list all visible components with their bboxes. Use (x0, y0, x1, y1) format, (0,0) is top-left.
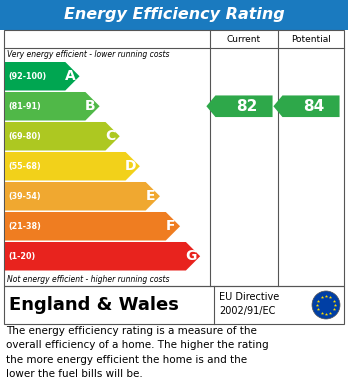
Bar (4, 30, 344, 286)
Text: Very energy efficient - lower running costs: Very energy efficient - lower running co… (7, 50, 169, 59)
Text: A: A (65, 69, 76, 83)
Text: (55-68): (55-68) (8, 162, 41, 171)
Text: (69-80): (69-80) (8, 132, 41, 141)
Polygon shape (5, 92, 100, 120)
Circle shape (312, 291, 340, 319)
Polygon shape (274, 95, 340, 117)
Text: Potential: Potential (291, 34, 331, 43)
Text: (21-38): (21-38) (8, 222, 41, 231)
Polygon shape (5, 242, 200, 271)
Text: 82: 82 (236, 99, 258, 114)
Text: 84: 84 (303, 99, 324, 114)
Text: (1-20): (1-20) (8, 252, 35, 261)
Bar (4, 286, 344, 324)
Polygon shape (5, 152, 140, 181)
Polygon shape (5, 122, 120, 151)
Text: (39-54): (39-54) (8, 192, 41, 201)
Text: (92-100): (92-100) (8, 72, 46, 81)
Text: D: D (125, 159, 136, 173)
Text: Current: Current (227, 34, 261, 43)
Text: (81-91): (81-91) (8, 102, 41, 111)
Text: Not energy efficient - higher running costs: Not energy efficient - higher running co… (7, 275, 169, 284)
Text: G: G (185, 249, 197, 263)
Text: B: B (85, 99, 96, 113)
Polygon shape (5, 212, 180, 240)
Text: England & Wales: England & Wales (9, 296, 179, 314)
Polygon shape (5, 62, 80, 90)
Text: Energy Efficiency Rating: Energy Efficiency Rating (64, 7, 284, 23)
Text: EU Directive
2002/91/EC: EU Directive 2002/91/EC (219, 292, 279, 316)
Text: C: C (105, 129, 116, 143)
Text: The energy efficiency rating is a measure of the
overall efficiency of a home. T: The energy efficiency rating is a measur… (6, 326, 269, 379)
Polygon shape (206, 95, 272, 117)
Text: F: F (166, 219, 175, 233)
Polygon shape (5, 182, 160, 210)
Bar (0, 0, 348, 30)
Text: E: E (146, 189, 156, 203)
